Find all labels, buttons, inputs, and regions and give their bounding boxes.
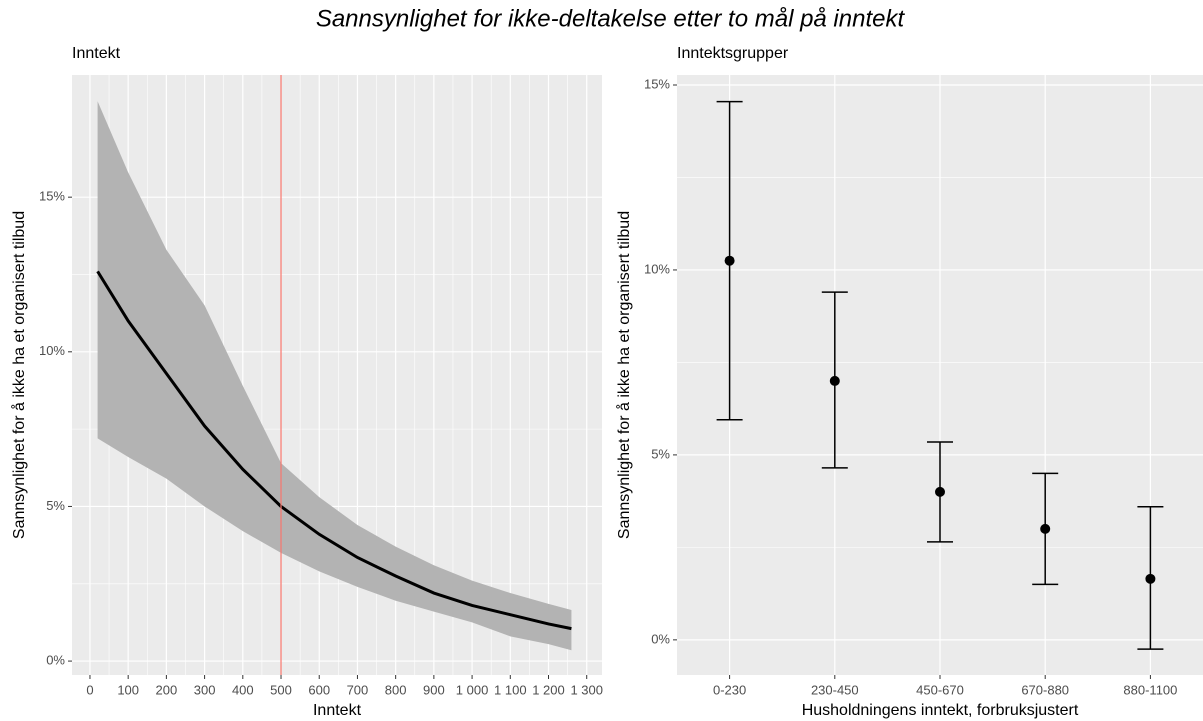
panel-subtitle: Inntekt [72,45,121,62]
x-tick-label: 400 [232,682,254,697]
point [829,375,840,386]
x-tick-label: 500 [270,682,292,697]
y-tick-label: 15% [39,189,65,204]
x-tick-label: 1 200 [532,682,565,697]
point [724,255,735,266]
y-tick-label: 5% [651,446,670,461]
x-tick-label: 800 [385,682,407,697]
x-tick-label: 300 [194,682,216,697]
x-tick-label: 0 [86,682,93,697]
x-tick-label: 1 300 [570,682,603,697]
x-tick-label: 670-880 [1021,682,1069,697]
x-tick-label: 1 000 [456,682,489,697]
x-tick-label: 100 [117,682,139,697]
y-tick-label: 15% [644,76,670,91]
point [1145,573,1156,584]
x-tick-label: 200 [156,682,178,697]
x-axis-label: Husholdningens inntekt, forbruksjustert [802,702,1079,719]
y-axis-label: Sannsynlighet for å ikke ha et organiser… [615,211,633,539]
confidence-band [97,101,572,651]
x-tick-label: 1 100 [494,682,527,697]
x-tick-label: 0-230 [713,682,746,697]
y-tick-label: 10% [644,261,670,276]
y-tick-label: 5% [46,498,65,513]
x-tick-label: 880-1100 [1123,682,1177,697]
y-tick-label: 0% [46,653,65,668]
line [96,270,572,631]
x-axis-label: Inntekt [313,702,362,719]
x-tick-label: 900 [423,682,445,697]
y-tick-label: 10% [39,343,65,358]
chart-title: Sannsynlighet for ikke-deltakelse etter … [316,5,906,32]
panel-subtitle: Inntektsgrupper [677,45,789,62]
point [935,486,945,497]
x-tick-label: 700 [347,682,369,697]
y-axis-label: Sannsynlighet for å ikke ha et organiser… [10,211,28,539]
y-tick-label: 0% [651,631,670,646]
x-tick-label: 230-450 [811,682,859,697]
x-tick-label: 600 [308,682,330,697]
point [1040,523,1051,534]
x-tick-label: 450-670 [916,682,964,697]
